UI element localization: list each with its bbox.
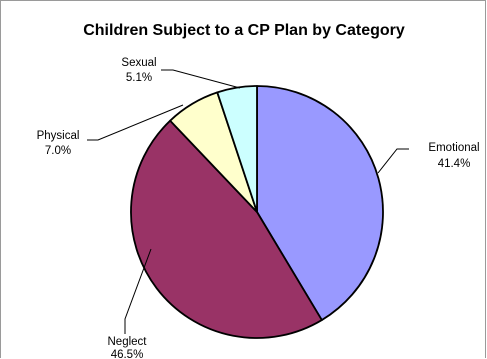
leader-line-sexual xyxy=(161,69,241,89)
slice-value-sexual: 5.1% xyxy=(126,72,152,84)
slice-label-physical: Physical xyxy=(37,130,80,142)
slice-value-emotional: 41.4% xyxy=(438,158,471,170)
slice-label-emotional: Emotional xyxy=(428,142,479,154)
pie-slice-neglect xyxy=(130,119,323,339)
slice-label-sexual: Sexual xyxy=(121,57,156,69)
pie-slices xyxy=(130,85,384,339)
slice-value-physical: 7.0% xyxy=(45,145,71,157)
slice-label-neglect: Neglect xyxy=(108,336,148,348)
leader-lines xyxy=(87,69,409,334)
pie-slice-emotional xyxy=(256,85,384,321)
leader-line-neglect xyxy=(124,248,152,334)
leader-line-physical xyxy=(87,104,184,141)
leader-line-emotional xyxy=(377,148,409,174)
slice-value-neglect: 46.5% xyxy=(111,349,144,359)
chart-title: Children Subject to a CP Plan by Categor… xyxy=(83,22,405,39)
